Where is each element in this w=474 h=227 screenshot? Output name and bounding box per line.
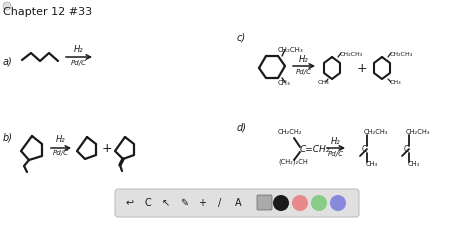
Text: b): b)	[3, 133, 13, 143]
Text: Pd/C: Pd/C	[53, 150, 69, 156]
Text: Pd/C: Pd/C	[328, 151, 344, 157]
Text: CH₃: CH₃	[366, 161, 378, 167]
Text: H₂: H₂	[56, 136, 66, 145]
Text: CH₂CH₃: CH₂CH₃	[406, 129, 430, 135]
Text: Chapter 12 #33: Chapter 12 #33	[3, 7, 92, 17]
Text: CH₂CH₃: CH₂CH₃	[278, 47, 304, 53]
Text: C: C	[145, 198, 151, 208]
Text: /: /	[219, 198, 222, 208]
Text: +: +	[198, 198, 206, 208]
Text: d): d)	[237, 123, 247, 133]
Circle shape	[3, 2, 11, 10]
Circle shape	[330, 195, 346, 211]
Text: +: +	[357, 62, 367, 74]
Text: Pd/C: Pd/C	[296, 69, 312, 75]
Text: CH₂CH₂: CH₂CH₂	[278, 129, 302, 135]
Text: +: +	[102, 141, 112, 155]
Text: H₂: H₂	[74, 45, 84, 54]
Text: c): c)	[237, 33, 246, 43]
Circle shape	[292, 195, 308, 211]
Text: C: C	[404, 146, 409, 155]
Text: C: C	[362, 146, 367, 155]
Text: A: A	[235, 198, 241, 208]
Text: C=CH₂: C=CH₂	[300, 146, 330, 155]
Text: H₂: H₂	[299, 54, 309, 64]
Text: ↖: ↖	[162, 198, 170, 208]
Text: H₂: H₂	[331, 136, 341, 146]
Text: Pd/C: Pd/C	[71, 60, 87, 66]
Text: CH₃: CH₃	[390, 79, 401, 84]
Circle shape	[311, 195, 327, 211]
Text: a): a)	[3, 57, 13, 67]
Text: CH₂CH₃: CH₂CH₃	[340, 52, 363, 57]
Text: CH₃: CH₃	[408, 161, 420, 167]
Text: ✎: ✎	[180, 198, 188, 208]
Text: (CH₂)₂CH: (CH₂)₂CH	[278, 159, 308, 165]
Text: ↩: ↩	[126, 198, 134, 208]
FancyBboxPatch shape	[115, 189, 359, 217]
Text: CH₂CH₃: CH₂CH₃	[364, 129, 388, 135]
Text: CH₂CH₃: CH₂CH₃	[390, 52, 413, 57]
Text: CH₃: CH₃	[278, 80, 291, 86]
Text: CH₃: CH₃	[318, 79, 329, 84]
Circle shape	[273, 195, 289, 211]
FancyBboxPatch shape	[257, 195, 272, 210]
